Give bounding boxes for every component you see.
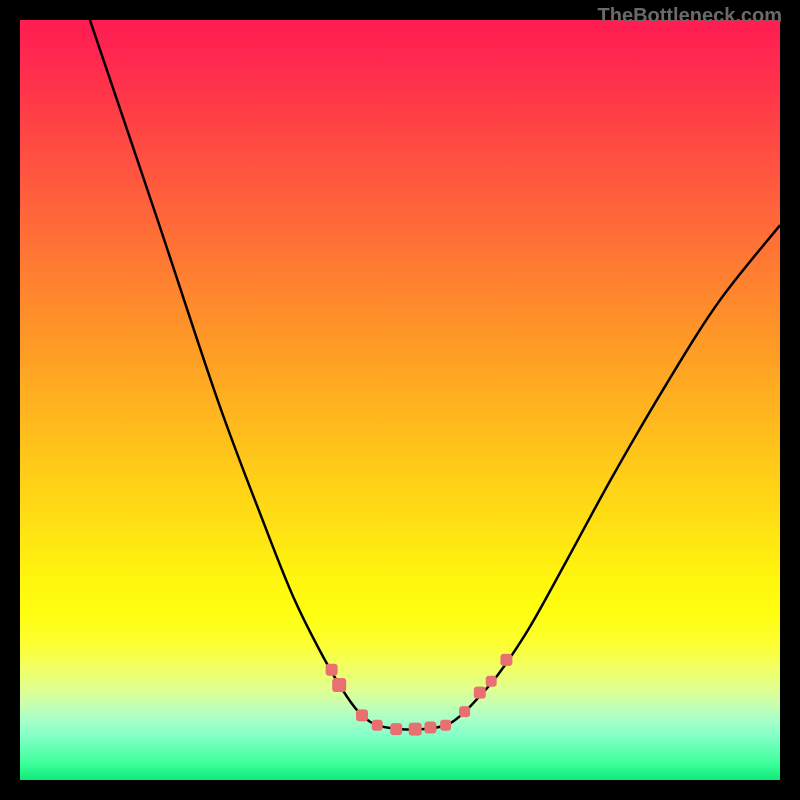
chart-frame [20, 20, 780, 780]
watermark-text: TheBottleneck.com [598, 5, 782, 28]
curve-layer [20, 20, 780, 780]
curve-marker [486, 676, 497, 687]
curve-marker [390, 723, 402, 735]
curve-marker [440, 720, 451, 731]
curve-marker [409, 723, 422, 736]
chart-plot-area [20, 20, 780, 780]
v-curve [90, 20, 780, 730]
curve-markers [326, 654, 513, 736]
curve-marker [459, 706, 470, 717]
curve-marker [332, 678, 346, 692]
curve-marker [372, 720, 383, 731]
curve-marker [424, 722, 436, 734]
curve-marker [326, 664, 338, 676]
curve-marker [500, 654, 512, 666]
curve-marker [474, 687, 486, 699]
curve-marker [356, 709, 368, 721]
